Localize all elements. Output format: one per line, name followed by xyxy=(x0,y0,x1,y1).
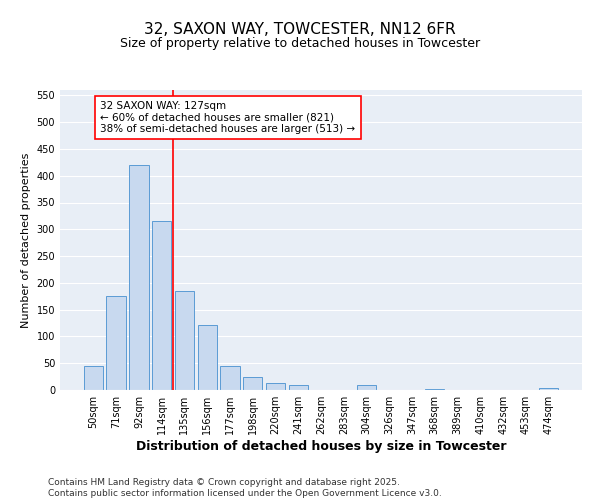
Bar xyxy=(175,291,194,390)
Bar xyxy=(357,384,376,390)
Text: Contains HM Land Registry data © Crown copyright and database right 2025.
Contai: Contains HM Land Registry data © Crown c… xyxy=(48,478,442,498)
Bar xyxy=(243,376,262,390)
Bar xyxy=(220,366,239,390)
Bar xyxy=(289,384,308,390)
Text: 32, SAXON WAY, TOWCESTER, NN12 6FR: 32, SAXON WAY, TOWCESTER, NN12 6FR xyxy=(144,22,456,38)
Bar xyxy=(425,389,445,390)
Y-axis label: Number of detached properties: Number of detached properties xyxy=(21,152,31,328)
X-axis label: Distribution of detached houses by size in Towcester: Distribution of detached houses by size … xyxy=(136,440,506,453)
Text: Size of property relative to detached houses in Towcester: Size of property relative to detached ho… xyxy=(120,38,480,51)
Bar xyxy=(129,165,149,390)
Bar xyxy=(152,221,172,390)
Bar xyxy=(197,324,217,390)
Bar xyxy=(106,296,126,390)
Bar xyxy=(266,383,285,390)
Bar xyxy=(539,388,558,390)
Text: 32 SAXON WAY: 127sqm
← 60% of detached houses are smaller (821)
38% of semi-deta: 32 SAXON WAY: 127sqm ← 60% of detached h… xyxy=(100,100,355,134)
Bar xyxy=(84,366,103,390)
